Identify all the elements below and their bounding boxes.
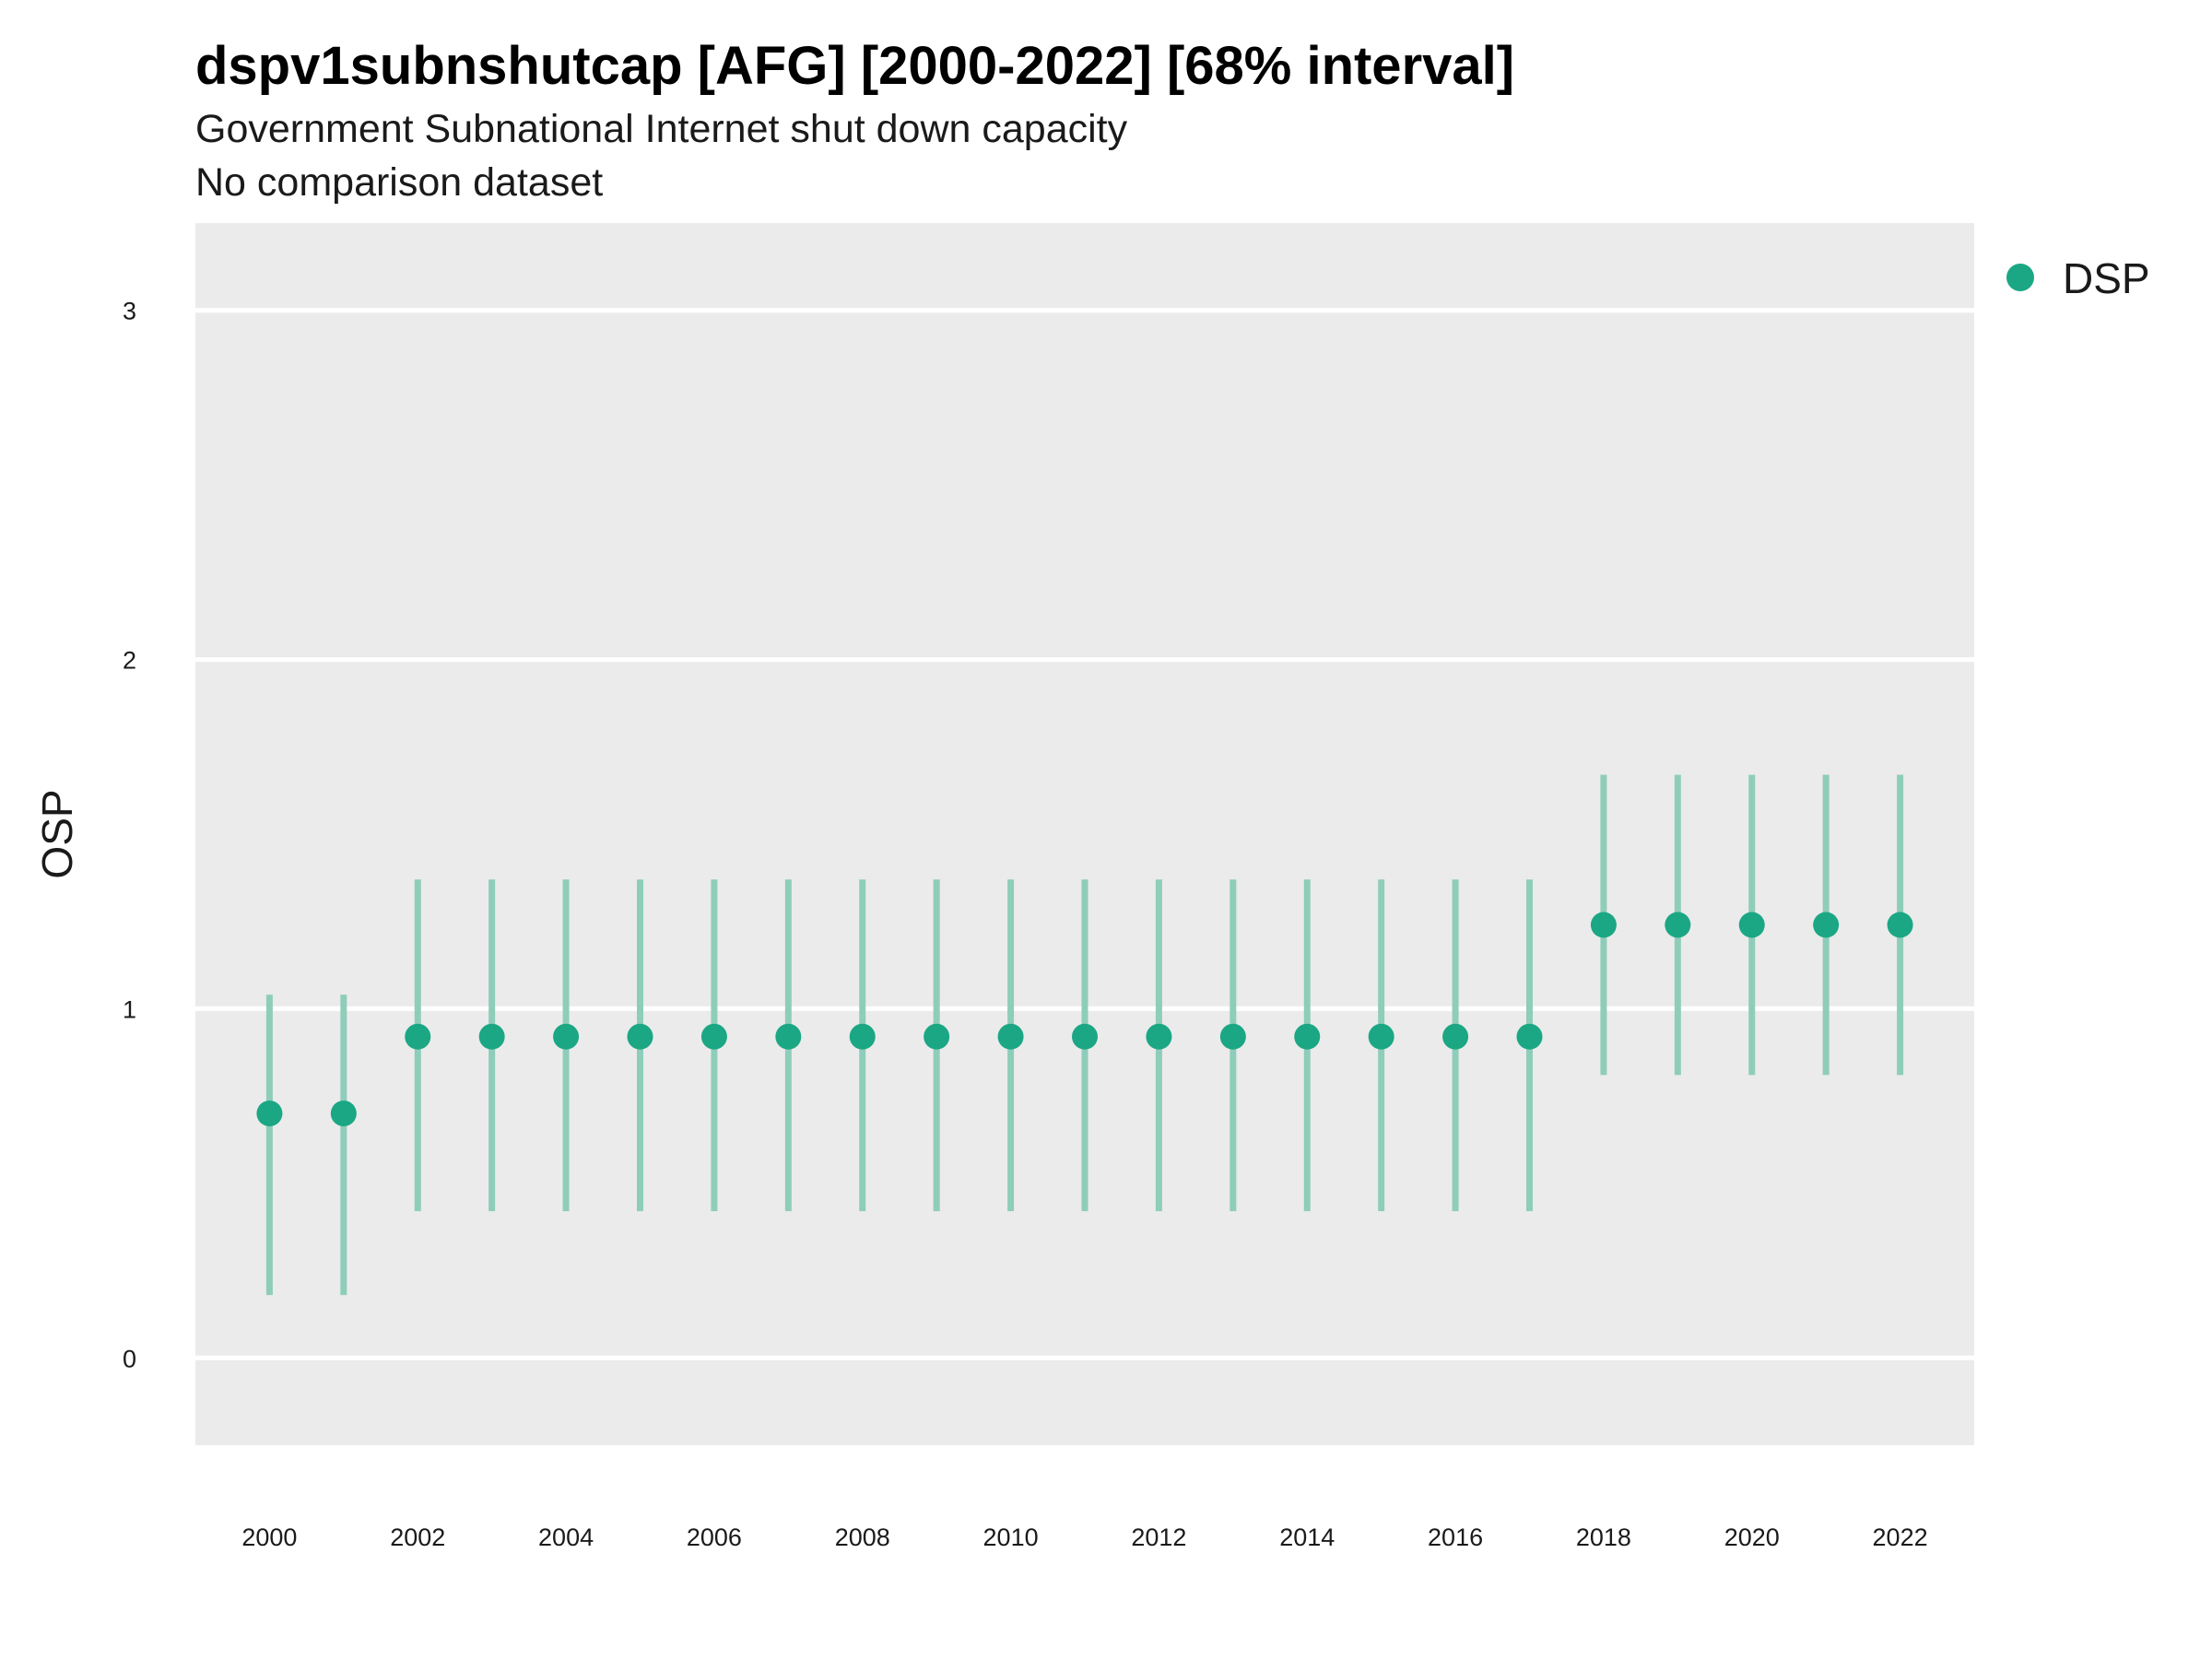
x-tick-label-2006: 2006 — [687, 1524, 742, 1551]
x-tick-label-2004: 2004 — [538, 1524, 594, 1551]
point-2008 — [849, 1023, 876, 1050]
data-points — [256, 912, 1913, 1127]
x-tick-label-2010: 2010 — [983, 1524, 1039, 1551]
x-axis-ticks: 2000 2002 2004 2006 2008 2010 2012 2014 2016 2018… — [241, 1524, 1927, 1551]
point-2004 — [553, 1023, 580, 1050]
legend-swatch-dsp — [2006, 264, 2034, 291]
point-2010 — [997, 1023, 1024, 1050]
point-2019 — [1665, 912, 1691, 938]
point-2017 — [1516, 1023, 1543, 1050]
x-tick-label-2016: 2016 — [1428, 1524, 1483, 1551]
x-tick-label-2018: 2018 — [1576, 1524, 1631, 1551]
point-2022 — [1887, 912, 1913, 938]
point-2002 — [405, 1023, 431, 1050]
point-2001 — [330, 1100, 357, 1127]
x-tick-label-2022: 2022 — [1873, 1524, 1928, 1551]
y-tick-label-0: 0 — [123, 1345, 136, 1372]
legend: DSP — [2006, 254, 2150, 302]
point-2021 — [1813, 912, 1840, 938]
x-tick-label-2020: 2020 — [1724, 1524, 1780, 1551]
point-2020 — [1738, 912, 1765, 938]
point-2005 — [627, 1023, 653, 1050]
plot-panel — [195, 223, 1974, 1445]
y-axis-ticks: 0 1 2 3 — [123, 298, 136, 1373]
legend-label-dsp: DSP — [2063, 254, 2150, 302]
point-2007 — [775, 1023, 802, 1050]
x-tick-label-2000: 2000 — [241, 1524, 297, 1551]
point-2014 — [1294, 1023, 1321, 1050]
y-tick-label-3: 3 — [123, 298, 136, 325]
x-tick-label-2012: 2012 — [1131, 1524, 1186, 1551]
y-tick-label-1: 1 — [123, 995, 136, 1023]
point-2003 — [478, 1023, 505, 1050]
point-2006 — [700, 1023, 727, 1050]
chart-title: dspv1subnshutcap [AFG] [2000-2022] [68% … — [195, 36, 1515, 96]
point-2000 — [256, 1100, 283, 1127]
point-2011 — [1072, 1023, 1098, 1050]
chart-caption: No comparison dataset — [195, 160, 604, 205]
point-2015 — [1368, 1023, 1394, 1050]
x-tick-label-2014: 2014 — [1279, 1524, 1335, 1551]
point-2018 — [1590, 912, 1617, 938]
y-axis-title: OSP — [33, 789, 81, 878]
point-2016 — [1442, 1023, 1469, 1050]
chart-subtitle: Government Subnational Internet shut dow… — [195, 107, 1128, 151]
x-tick-label-2002: 2002 — [390, 1524, 445, 1551]
point-2013 — [1219, 1023, 1246, 1050]
x-tick-label-2008: 2008 — [835, 1524, 890, 1551]
point-2009 — [924, 1023, 950, 1050]
point-2012 — [1146, 1023, 1172, 1050]
y-tick-label-2: 2 — [123, 647, 136, 675]
